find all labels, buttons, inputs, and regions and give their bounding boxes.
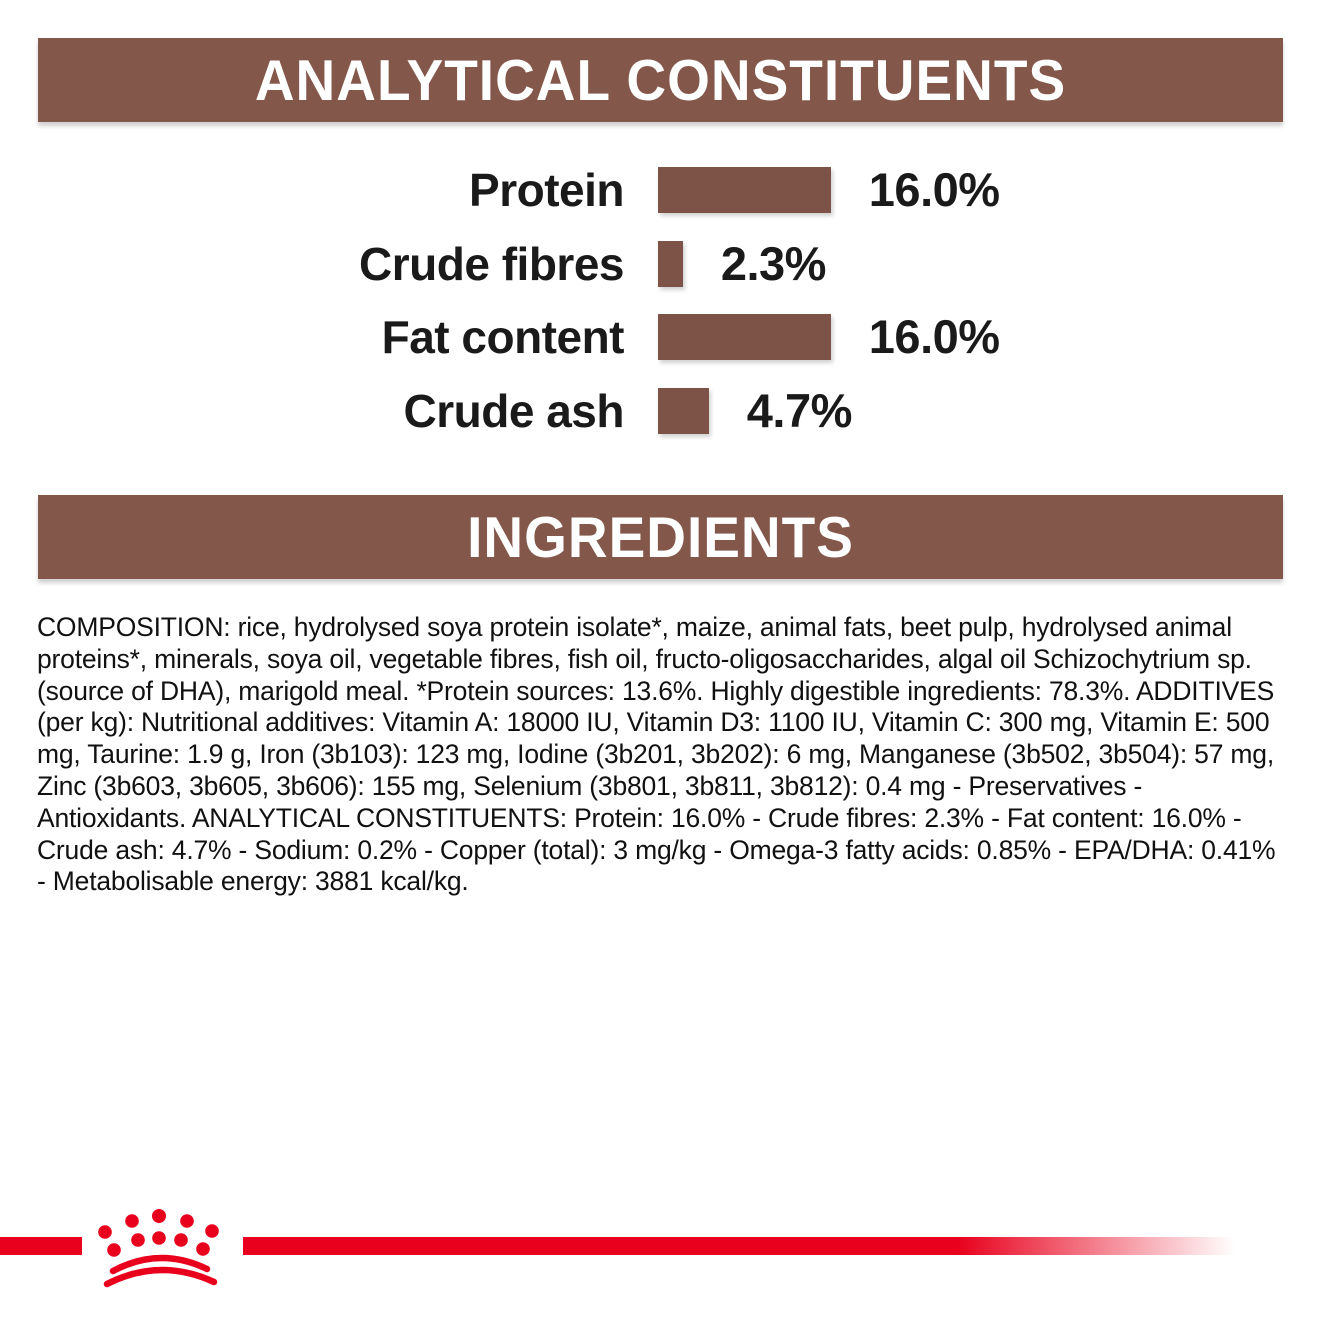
chart-value-protein: 16.0% (868, 163, 1000, 216)
analytical-constituents-chart: Protein 16.0% Crude fibres 2.3% Fat content 1… (0, 163, 1320, 467)
chart-label-protein: Protein (469, 164, 624, 216)
red-divider-line-right (243, 1237, 1235, 1255)
chart-bar-crude-ash (658, 387, 709, 434)
chart-row-crude-ash: Crude ash 4.7% (0, 383, 1320, 437)
chart-bar-protein (658, 167, 831, 213)
chart-row-crude-fibres: Crude fibres 2.3% (0, 236, 1320, 290)
ingredients-title: INGREDIENTS (467, 504, 854, 570)
chart-value-crude-fibres: 2.3% (720, 236, 827, 290)
ingredients-header: INGREDIENTS (38, 495, 1283, 579)
chart-value-fat-content: 16.0% (868, 310, 1000, 363)
chart-bar-crude-fibres (658, 240, 683, 287)
chart-row-protein: Protein 16.0% (0, 163, 1320, 216)
chart-value-crude-ash: 4.7% (746, 383, 853, 437)
chart-bar-fat-content (658, 314, 831, 360)
analytical-constituents-header: ANALYTICAL CONSTITUENTS (38, 38, 1283, 122)
red-divider-line-left (0, 1237, 82, 1255)
chart-row-fat-content: Fat content 16.0% (0, 310, 1320, 363)
chart-label-crude-ash: Crude ash (403, 384, 625, 437)
chart-label-fat-content: Fat content (381, 311, 625, 363)
analytical-constituents-title: ANALYTICAL CONSTITUENTS (254, 47, 1067, 113)
composition-text: COMPOSITION: rice, hydrolysed soya prote… (37, 612, 1276, 897)
chart-label-crude-fibres: Crude fibres (359, 237, 624, 290)
royal-canin-crown-icon (98, 1209, 219, 1288)
